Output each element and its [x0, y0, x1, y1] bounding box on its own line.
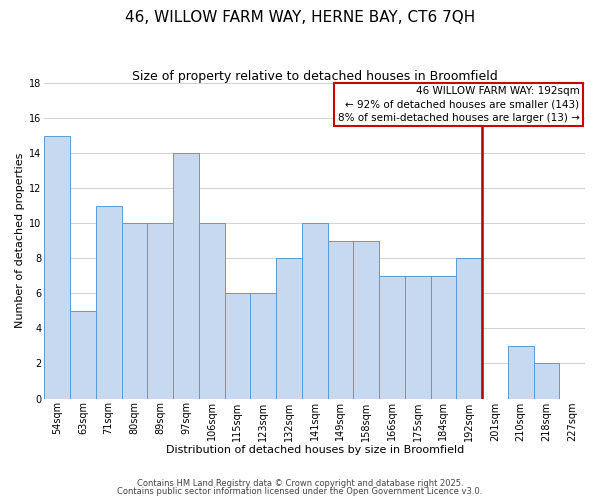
- Text: 46 WILLOW FARM WAY: 192sqm
← 92% of detached houses are smaller (143)
8% of semi: 46 WILLOW FARM WAY: 192sqm ← 92% of deta…: [338, 86, 580, 122]
- Bar: [199, 223, 224, 398]
- Bar: [276, 258, 302, 398]
- Bar: [44, 136, 70, 398]
- Bar: [122, 223, 148, 398]
- Bar: [224, 294, 250, 399]
- Bar: [173, 153, 199, 398]
- X-axis label: Distribution of detached houses by size in Broomfield: Distribution of detached houses by size …: [166, 445, 464, 455]
- Bar: [379, 276, 405, 398]
- Bar: [148, 223, 173, 398]
- Text: Contains HM Land Registry data © Crown copyright and database right 2025.: Contains HM Land Registry data © Crown c…: [137, 478, 463, 488]
- Bar: [328, 241, 353, 398]
- Text: 46, WILLOW FARM WAY, HERNE BAY, CT6 7QH: 46, WILLOW FARM WAY, HERNE BAY, CT6 7QH: [125, 10, 475, 25]
- Y-axis label: Number of detached properties: Number of detached properties: [15, 153, 25, 328]
- Bar: [533, 364, 559, 398]
- Title: Size of property relative to detached houses in Broomfield: Size of property relative to detached ho…: [132, 70, 497, 83]
- Bar: [405, 276, 431, 398]
- Bar: [431, 276, 456, 398]
- Bar: [70, 311, 96, 398]
- Bar: [456, 258, 482, 398]
- Bar: [96, 206, 122, 398]
- Bar: [508, 346, 533, 399]
- Bar: [250, 294, 276, 399]
- Bar: [353, 241, 379, 398]
- Text: Contains public sector information licensed under the Open Government Licence v3: Contains public sector information licen…: [118, 487, 482, 496]
- Bar: [302, 223, 328, 398]
